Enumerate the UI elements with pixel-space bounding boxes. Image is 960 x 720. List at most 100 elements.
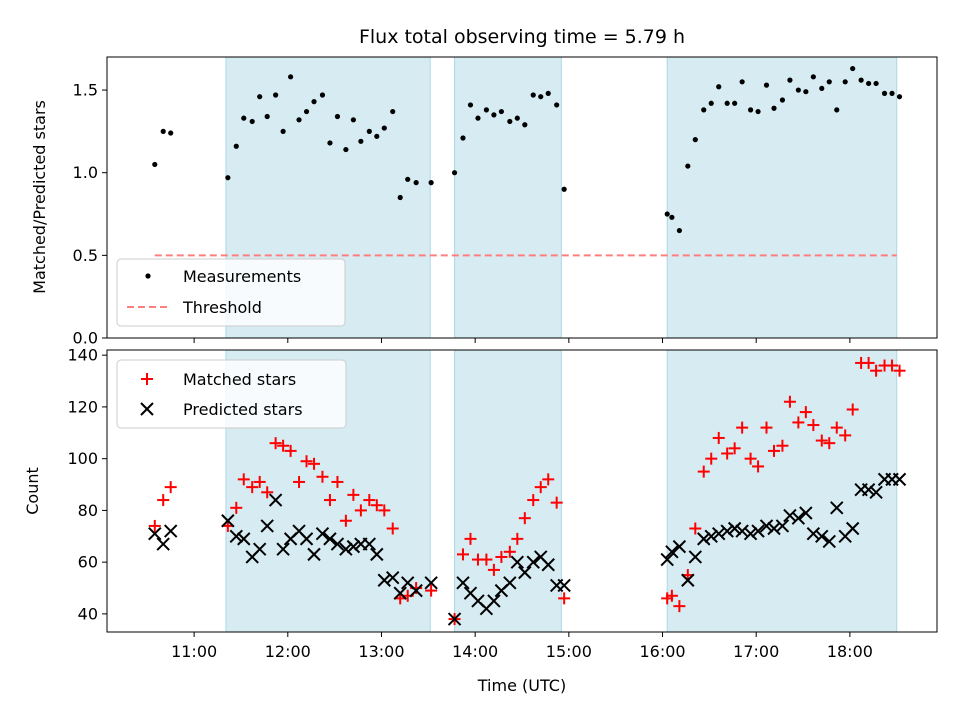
measurements-point xyxy=(664,211,670,217)
measurements-point xyxy=(545,90,551,96)
y-axis-label: Count xyxy=(23,467,42,515)
matched-stars-point xyxy=(542,473,555,486)
measurements-point xyxy=(233,143,239,149)
matched-stars-point xyxy=(308,457,321,470)
predicted-stars-point xyxy=(307,547,321,562)
predicted-stars-point xyxy=(510,555,525,569)
matched-stars-point xyxy=(518,512,531,525)
measurements-point xyxy=(763,82,770,88)
shaded-interval-2 xyxy=(666,56,898,339)
predicted-stars-point xyxy=(743,526,758,541)
predicted-stars-point xyxy=(712,526,726,541)
y-tick-label: 40 xyxy=(78,604,98,623)
measurements-point xyxy=(850,65,856,72)
predicted-stars-point xyxy=(767,521,781,536)
y-tick-label: 1.0 xyxy=(73,163,98,182)
measurements-point xyxy=(881,90,888,96)
y-tick-label: 140 xyxy=(67,346,98,365)
predicted-stars-point xyxy=(799,506,813,520)
matched-stars-point xyxy=(744,452,757,465)
predicted-stars-point xyxy=(456,576,470,590)
y-tick-label: 0.0 xyxy=(73,329,98,348)
measurements-point xyxy=(724,100,730,106)
measurements-point xyxy=(858,77,864,83)
predicted-stars-point xyxy=(377,573,391,587)
measurements-point xyxy=(507,118,513,125)
predicted-stars-point xyxy=(861,482,876,497)
y-tick-label: 1.5 xyxy=(73,81,98,100)
measurements-point xyxy=(716,84,722,90)
measurements-point xyxy=(405,176,411,182)
matched-stars-point xyxy=(300,455,313,468)
y-tick-label: 100 xyxy=(67,449,98,468)
measurements-point xyxy=(491,112,497,118)
plot-area xyxy=(148,356,907,626)
legend-label-predicted: Predicted stars xyxy=(183,400,303,419)
measurements-point xyxy=(896,94,903,100)
predicted-stars-point xyxy=(362,537,377,551)
legend-marker-matched xyxy=(141,373,153,385)
predicted-stars-point xyxy=(688,550,703,564)
x-tick-label: 18:00 xyxy=(827,642,873,661)
predicted-stars-point xyxy=(409,583,423,598)
x-tick-label: 15:00 xyxy=(546,642,592,661)
measurements-point xyxy=(522,122,528,128)
x-axis-ticks: 11:00 12:00 13:00 14:00 15:00 16:00 17:00 18:00 xyxy=(171,632,873,661)
legend-label-matched: Matched stars xyxy=(183,370,296,389)
measurements-point xyxy=(498,108,504,115)
predicted-stars-point xyxy=(751,524,765,538)
matched-stars-point xyxy=(776,439,789,452)
predicted-stars-point xyxy=(315,526,330,541)
predicted-stars-point xyxy=(822,534,836,549)
measurements-point xyxy=(708,100,714,106)
measurements-point xyxy=(889,90,895,96)
y-axis-ticks: 0.0 0.5 1.0 1.5 xyxy=(73,81,107,348)
measurements-point xyxy=(343,146,349,153)
predicted-stars-point xyxy=(346,539,361,554)
measurements-point xyxy=(288,74,294,80)
y-tick-label: 120 xyxy=(67,397,98,416)
legend: Measurements Threshold xyxy=(116,258,346,327)
matched-stars-point xyxy=(269,437,282,450)
measurements-point xyxy=(350,117,356,123)
measurements-point xyxy=(771,105,777,111)
matched-stars-point xyxy=(370,499,383,512)
predicted-stars-point xyxy=(541,558,555,572)
predicted-stars-point xyxy=(323,532,337,546)
x-axis-ticks xyxy=(193,338,851,343)
y-axis-label: Matched/Predicted stars xyxy=(30,100,49,294)
predicted-stars-point xyxy=(759,519,774,533)
predicted-stars-point xyxy=(697,532,711,546)
matched-stars-point xyxy=(230,501,243,514)
predicted-stars-point xyxy=(503,576,517,590)
predicted-stars-point xyxy=(237,532,251,546)
matched-stars-point xyxy=(846,403,859,416)
matched-stars-point xyxy=(534,481,547,494)
matched-stars-point xyxy=(339,514,352,527)
predicted-stars-point xyxy=(268,493,283,507)
measurements-point xyxy=(296,117,302,123)
predicted-stars-point xyxy=(775,519,790,533)
measurements-point xyxy=(732,100,738,106)
measurements-point xyxy=(747,107,754,113)
measurements-point xyxy=(475,115,481,121)
matched-stars-point xyxy=(558,592,571,605)
measurements-point xyxy=(241,115,247,121)
x-tick-label: 14:00 xyxy=(452,642,498,661)
y-tick-label: 60 xyxy=(78,553,98,572)
measurements-point xyxy=(273,92,279,98)
chart-title: Flux total observing time = 5.79 h xyxy=(359,26,685,48)
predicted-stars-point xyxy=(447,612,462,626)
matched-stars-point xyxy=(736,421,749,434)
predicted-stars-point xyxy=(892,472,907,487)
matched-stars-point xyxy=(480,553,493,566)
matched-stars-point xyxy=(157,494,170,507)
measurements-point xyxy=(451,170,458,176)
measurements-point xyxy=(160,128,166,134)
matched-stars-point xyxy=(783,395,796,408)
matched-stars-point xyxy=(495,550,508,563)
predicted-stars-point xyxy=(526,555,540,569)
matched-stars-point xyxy=(807,419,820,432)
measurements-point xyxy=(538,94,544,100)
measurements-point xyxy=(755,108,761,115)
